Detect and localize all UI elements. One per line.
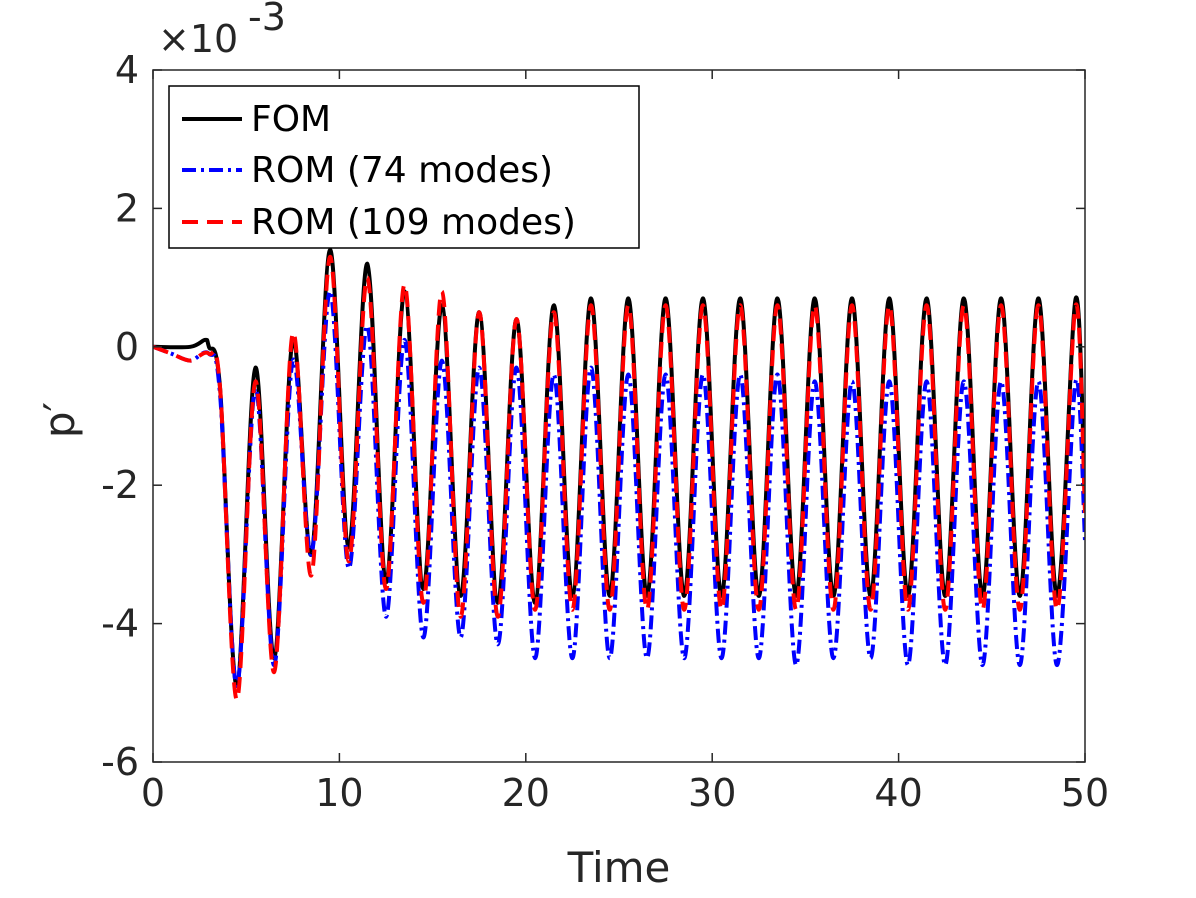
tick-layer: 0 10 20 30 40 50 -6 -4 -2 0 2 4 <box>101 48 1109 815</box>
series-layer <box>153 247 1085 702</box>
plot-frame <box>152 69 1086 763</box>
y-axis-label: p′ <box>35 402 84 438</box>
legend-label-rom-74: ROM (74 modes) <box>251 150 553 191</box>
y-tick-label: -6 <box>101 740 139 784</box>
series-line-1 <box>153 289 1085 688</box>
x-tick-label: 50 <box>1061 771 1109 815</box>
x-tick-label: 30 <box>688 771 736 815</box>
x-axis-label: Time <box>567 843 671 892</box>
legend: FOM ROM (74 modes) ROM (109 modes) <box>168 85 640 249</box>
y-tick-label: 0 <box>115 325 139 369</box>
legend-label-rom-109: ROM (109 modes) <box>251 202 576 243</box>
legend-label-fom: FOM <box>251 99 331 140</box>
x-tick-label: 10 <box>315 771 363 815</box>
exponent-label: ×10 -3 <box>158 0 286 61</box>
exponent-power: -3 <box>248 0 286 39</box>
series-line-2 <box>153 254 1085 702</box>
y-tick-label: 4 <box>115 48 139 92</box>
series-line-0 <box>153 247 1085 688</box>
exponent-base: ×10 <box>158 17 238 61</box>
y-tick-label: -4 <box>101 602 139 646</box>
x-tick-label: 20 <box>502 771 550 815</box>
x-tick-label: 0 <box>141 771 165 815</box>
x-tick-label: 40 <box>874 771 922 815</box>
y-tick-label: -2 <box>101 463 139 507</box>
y-tick-label: 2 <box>115 186 139 230</box>
legend-box <box>168 85 640 249</box>
